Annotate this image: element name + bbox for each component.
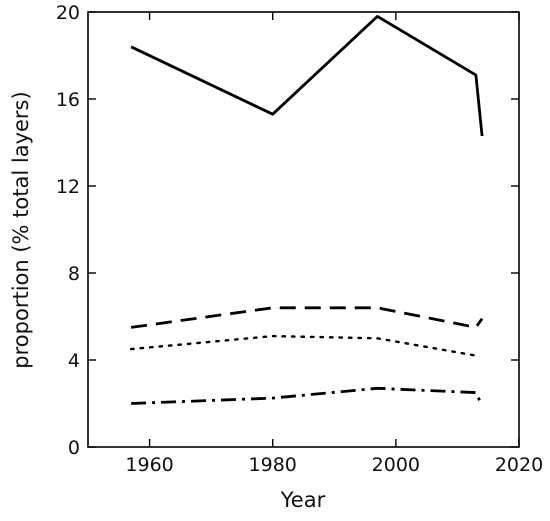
x-tick-label: 2000 <box>372 454 420 476</box>
series-lines <box>129 14 484 407</box>
y-tick-label: 12 <box>56 176 80 198</box>
y-axis-label: proportion (% total layers) <box>9 91 33 368</box>
x-axis-label: Year <box>280 488 326 512</box>
x-tick-label: 1960 <box>125 454 173 476</box>
x-tick-label: 2020 <box>495 454 543 476</box>
plot-frame <box>87 11 520 448</box>
tick-labels: 1960 1980 2000 2020 0 4 8 12 16 20 <box>56 2 543 476</box>
series-line-dashdot <box>131 386 484 407</box>
tick-marks <box>88 11 520 448</box>
y-tick-label: 8 <box>68 263 80 285</box>
y-tick-label: 0 <box>68 437 80 459</box>
y-tick-label: 16 <box>56 89 80 111</box>
series-line-dotted <box>129 334 478 357</box>
series-line-solid <box>130 14 484 137</box>
y-tick-label: 4 <box>68 350 80 372</box>
y-tick-label: 20 <box>56 2 80 24</box>
series-line-dashed <box>130 306 484 329</box>
x-tick-label: 1980 <box>249 454 297 476</box>
